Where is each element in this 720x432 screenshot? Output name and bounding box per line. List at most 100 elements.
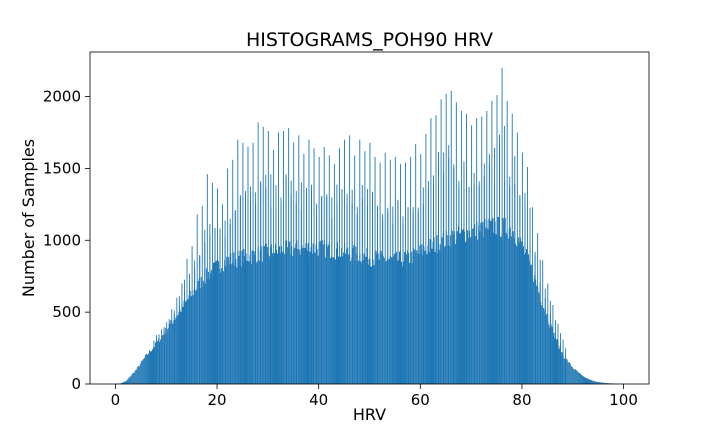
histogram-spike-bar	[463, 161, 465, 384]
histogram-bar	[307, 243, 309, 384]
histogram-bar	[418, 253, 420, 384]
histogram-bar	[225, 266, 227, 384]
histogram-spike-bar	[491, 100, 493, 385]
histogram-spike-bar	[349, 135, 351, 384]
histogram-bar	[417, 252, 419, 384]
histogram-bar	[567, 362, 569, 384]
histogram-bar	[600, 382, 602, 384]
histogram-bar	[386, 259, 388, 384]
histogram-spike-bar	[181, 283, 183, 384]
histogram-spike-bar	[450, 90, 452, 384]
histogram-bar	[154, 347, 156, 384]
histogram-bar	[591, 380, 593, 384]
histogram-bar	[195, 289, 197, 384]
histogram-bar	[444, 245, 446, 384]
histogram-bar	[281, 246, 283, 384]
histogram-spike-bar	[247, 146, 249, 384]
histogram-bar	[566, 359, 568, 384]
histogram-spike-bar	[534, 254, 536, 384]
histogram-spike-bar	[161, 329, 163, 384]
histogram-bar	[194, 291, 196, 384]
histogram-bar	[449, 235, 451, 384]
histogram-bar	[517, 237, 519, 384]
histogram-bar	[200, 277, 202, 384]
histogram-spike-bar	[354, 155, 356, 384]
histogram-bar	[509, 227, 511, 384]
histogram-bar	[579, 373, 581, 384]
histogram-spike-bar	[272, 149, 274, 384]
histogram-spike-bar	[483, 176, 485, 384]
histogram-bar	[514, 243, 516, 384]
histogram-bar	[160, 339, 162, 384]
histogram-bar	[403, 261, 405, 384]
histogram-spike-bar	[219, 228, 221, 384]
histogram-bar	[204, 283, 206, 384]
histogram-spike-bar	[552, 304, 554, 384]
histogram-bar	[404, 251, 406, 384]
histogram-bar	[218, 261, 220, 384]
histogram-spike-bar	[565, 348, 567, 384]
histogram-spike-bar	[250, 186, 251, 384]
histogram-bar	[398, 251, 400, 384]
histogram-spike-bar	[176, 297, 178, 384]
histogram-spike-bar	[209, 224, 211, 384]
histogram-bar	[588, 378, 590, 384]
histogram-bar	[132, 372, 134, 384]
x-axis-ticks: 0 20 40 60 80 100	[111, 384, 638, 409]
histogram-bar	[180, 312, 182, 384]
histogram-bar	[585, 377, 588, 384]
histogram-bar	[468, 238, 470, 384]
histogram-bar	[489, 220, 491, 384]
histogram-spike-bar	[410, 156, 412, 384]
histogram-bar	[228, 256, 230, 384]
histogram-bar	[368, 258, 370, 384]
histogram-bar	[576, 371, 578, 384]
histogram-bar	[438, 249, 440, 384]
histogram-spike-bar	[524, 204, 526, 384]
histogram-bar	[215, 261, 217, 384]
histogram-bar	[512, 231, 514, 384]
histogram-spike-bar	[427, 181, 429, 384]
histogram-bar	[238, 255, 240, 384]
histogram-bar	[595, 381, 597, 384]
histogram-bar	[419, 245, 421, 384]
histogram-bar	[378, 259, 380, 384]
histogram-spike-bar	[351, 202, 353, 384]
histogram-bar	[236, 267, 238, 384]
histogram-bar	[577, 372, 579, 384]
histogram-bar	[597, 381, 599, 384]
histogram-bar	[543, 307, 545, 384]
histogram-bar	[525, 252, 527, 384]
histogram-bar	[316, 248, 318, 384]
x-tick-label: 20	[207, 391, 226, 409]
histogram-spike-bar	[339, 148, 340, 384]
histogram-bar	[157, 340, 159, 384]
histogram-bar	[302, 247, 304, 384]
histogram-bar	[125, 381, 127, 384]
histogram-spike-bar	[326, 196, 328, 384]
histogram-spike-bar	[311, 184, 312, 384]
histogram-spike-bar	[527, 166, 528, 384]
histogram-spike-bar	[430, 118, 432, 385]
histogram-bar	[395, 251, 397, 384]
histogram-spike-bar	[486, 110, 488, 385]
histogram-bar	[240, 266, 242, 384]
histogram-bar	[556, 339, 558, 384]
histogram-spike-bar	[506, 100, 508, 385]
x-tick-label: 40	[309, 391, 328, 409]
histogram-spike-bar	[171, 309, 173, 384]
histogram-spike-bar	[537, 233, 539, 384]
histogram-spike-bar	[519, 197, 521, 384]
histogram-bar	[377, 253, 379, 384]
histogram-bar	[130, 375, 132, 384]
histogram-spike-bar	[267, 131, 269, 384]
histogram-bar	[469, 230, 471, 384]
histogram-bar	[172, 323, 174, 384]
histogram-bar	[606, 383, 608, 384]
histogram-bar	[423, 246, 425, 384]
histogram-spike-bar	[278, 132, 279, 384]
histogram-bar	[561, 352, 563, 384]
histogram-bar	[133, 372, 135, 384]
histogram-bar	[268, 256, 270, 384]
histogram-bar	[205, 268, 207, 384]
